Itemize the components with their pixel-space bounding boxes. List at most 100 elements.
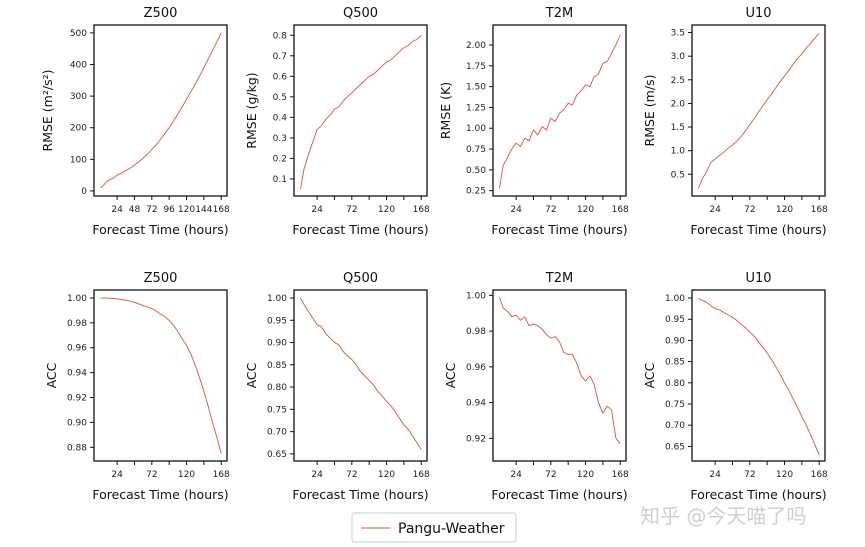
y-tick-label: 0.70: [267, 428, 287, 438]
plot-frame: [93, 289, 228, 462]
y-tick-label: 0.65: [665, 442, 685, 452]
plot-frame: [492, 24, 627, 197]
y-tick-label: 0.94: [466, 399, 486, 409]
y-axis-label: RMSE (m/s): [642, 75, 657, 147]
y-tick-label: 300: [70, 92, 87, 102]
x-tick-label: 120: [178, 205, 195, 215]
y-tick-label: 0.92: [466, 434, 486, 444]
y-tick-label: 0.3: [273, 134, 287, 144]
legend: Pangu-Weather: [351, 512, 517, 543]
y-tick-label: 0.96: [67, 344, 87, 354]
y-tick-label: 0.90: [267, 339, 287, 349]
y-tick-label: 0.7: [273, 52, 287, 62]
y-tick-label: 0.25: [466, 187, 486, 197]
y-tick-label: 0.90: [67, 418, 87, 428]
x-tick-label: 24: [709, 470, 721, 480]
y-tick-label: 100: [70, 155, 87, 165]
x-tick-label: 72: [744, 470, 755, 480]
x-tick-label: 168: [811, 205, 828, 215]
subplot-z500-rmse: Z500 24 48 72 96 120 144 168 0 100 200 300 400 500 For…: [40, 6, 230, 237]
x-tick-label: 144: [195, 205, 212, 215]
y-tick-label: 0.98: [67, 319, 87, 329]
series-line: [100, 297, 222, 454]
series-line: [300, 297, 422, 450]
x-tick-label: 72: [146, 205, 157, 215]
y-tick-label: 0.88: [67, 443, 87, 453]
y-tick-label: 1.00: [466, 291, 486, 301]
x-tick-label: 168: [213, 470, 230, 480]
y-tick-label: 0.1: [273, 175, 287, 185]
x-tick-label: 24: [111, 205, 123, 215]
legend-box: [351, 512, 517, 543]
plot-frame: [691, 24, 826, 197]
subplot-t2m-rmse: T2M 24 72 120 168 0.25 0.50 0.75 1.00 1.25 1.50 1.7…: [438, 6, 629, 237]
x-tick-label: 168: [213, 205, 230, 215]
subplot-u10-rmse: U10 24 72 120 168 0.5 1.0 1.5 2.0 2.5 3.0 3.5 Foreca…: [642, 6, 828, 237]
x-axis-label: Forecast Time (hours): [92, 222, 228, 237]
y-tick-label: 500: [70, 29, 87, 39]
plot-frame: [293, 289, 428, 462]
x-tick-label: 24: [510, 205, 522, 215]
subplot-q500-rmse: Q500 24 72 120 168 0.1 0.2 0.3 0.4 0.5 0.6 0.7 0.8 Fo…: [244, 6, 430, 237]
x-tick-label: 24: [111, 470, 123, 480]
y-tick-label: 0.2: [273, 154, 287, 164]
chart-title: Z500: [144, 6, 178, 21]
y-tick-label: 1.00: [67, 294, 87, 304]
y-tick-label: 200: [70, 124, 87, 134]
y-tick-label: 0.96: [466, 363, 486, 373]
plot-frame: [691, 289, 826, 462]
x-tick-label: 72: [545, 470, 556, 480]
y-tick-label: 0.65: [267, 450, 287, 460]
y-tick-label: 1.25: [466, 103, 486, 113]
y-tick-label: 0.95: [267, 316, 287, 326]
x-axis-label: Forecast Time (hours): [690, 222, 826, 237]
x-tick-label: 24: [311, 205, 323, 215]
x-tick-label: 120: [776, 205, 793, 215]
y-tick-label: 1.50: [466, 83, 486, 93]
x-tick-label: 48: [129, 205, 141, 215]
y-axis-label: ACC: [244, 362, 259, 388]
x-tick-label: 72: [545, 205, 556, 215]
x-tick-label: 120: [178, 470, 195, 480]
plot-frame: [93, 24, 228, 197]
y-tick-label: 0.94: [67, 369, 87, 379]
y-tick-label: 2.00: [466, 41, 486, 51]
x-tick-label: 72: [146, 470, 157, 480]
y-axis-label: RMSE (m²/s²): [40, 70, 55, 152]
y-axis-label: RMSE (g/kg): [244, 72, 259, 148]
x-tick-label: 24: [709, 205, 721, 215]
plot-frame: [293, 24, 428, 197]
subplot-q500-acc: Q500 24 72 120 168 0.65 0.70 0.75 0.80 0.85 0.90 0.…: [244, 271, 430, 502]
y-tick-label: 2.0: [671, 99, 686, 109]
x-axis-label: Forecast Time (hours): [292, 487, 428, 502]
x-tick-label: 168: [612, 470, 629, 480]
y-tick-label: 0.75: [665, 400, 685, 410]
legend-label: Pangu-Weather: [398, 521, 505, 537]
y-tick-label: 0.70: [665, 421, 685, 431]
y-tick-label: 0.98: [466, 327, 486, 337]
x-tick-label: 120: [776, 470, 793, 480]
x-tick-label: 96: [163, 205, 175, 215]
series-line: [499, 34, 621, 189]
y-tick-label: 0.90: [665, 336, 685, 346]
y-tick-label: 0.75: [267, 405, 287, 415]
chart-title: Z500: [144, 271, 178, 286]
x-axis-label: Forecast Time (hours): [491, 487, 627, 502]
series-line: [100, 32, 222, 189]
y-tick-label: 0.50: [466, 166, 486, 176]
y-tick-label: 0.8: [273, 31, 288, 41]
plot-frame: [492, 289, 627, 462]
y-tick-label: 0.95: [665, 315, 685, 325]
y-tick-label: 0.85: [665, 358, 685, 368]
x-tick-label: 168: [413, 470, 430, 480]
y-tick-label: 0: [81, 187, 87, 197]
y-tick-label: 3.5: [671, 29, 685, 39]
y-tick-label: 0.85: [267, 361, 287, 371]
x-tick-label: 72: [744, 205, 755, 215]
y-tick-label: 2.5: [671, 76, 685, 86]
x-tick-label: 168: [612, 205, 629, 215]
watermark: 知乎 @今天喵了吗: [640, 504, 806, 528]
chart-title: U10: [745, 6, 771, 21]
x-axis-label: Forecast Time (hours): [292, 222, 428, 237]
